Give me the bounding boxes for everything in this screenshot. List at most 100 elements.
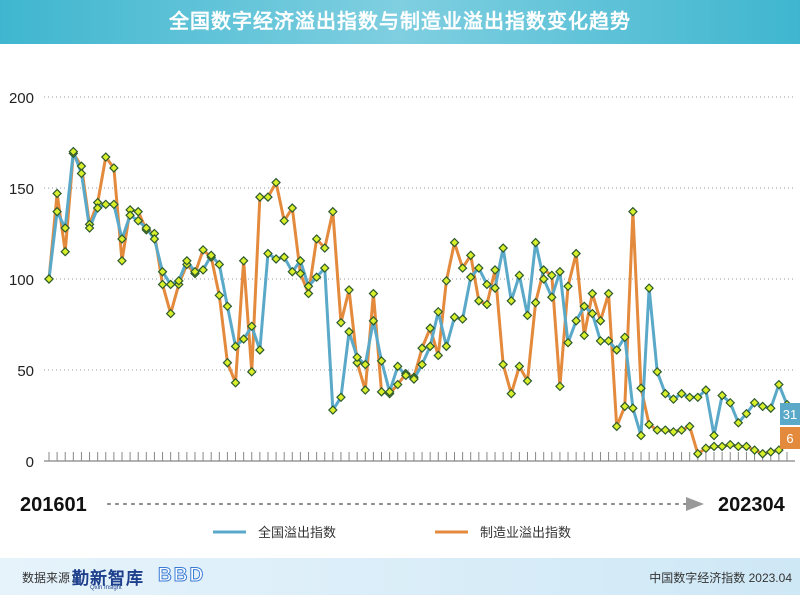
data-point-manufacturing <box>344 285 354 295</box>
data-point-national <box>676 388 687 399</box>
data-point-national <box>473 263 484 273</box>
data-point-national <box>392 361 403 372</box>
data-point-national <box>514 270 525 281</box>
data-point-manufacturing <box>336 317 346 328</box>
data-point-manufacturing <box>709 441 719 452</box>
legend-label-manufacturing: 制造业溢出指数 <box>480 525 571 540</box>
data-point-national <box>506 295 517 306</box>
data-point-national <box>636 430 646 441</box>
data-point-manufacturing <box>692 448 703 459</box>
data-point-national <box>652 366 663 377</box>
data-point-manufacturing <box>100 152 111 162</box>
data-point-national <box>198 265 208 275</box>
data-point-national <box>465 272 476 283</box>
data-point-national <box>765 403 776 414</box>
data-point-national <box>360 359 371 370</box>
data-point-manufacturing <box>660 425 671 435</box>
data-point-manufacturing <box>652 425 663 435</box>
data-point-national <box>255 345 265 355</box>
data-point-national <box>433 306 444 317</box>
data-point-national <box>417 359 427 370</box>
data-point-national <box>603 336 614 346</box>
data-point-national <box>490 283 500 293</box>
data-point-national <box>271 254 281 264</box>
data-point-national <box>311 272 322 283</box>
data-point-national <box>149 234 160 244</box>
timeline-arrow-icon <box>686 497 704 511</box>
data-point-manufacturing <box>765 447 776 457</box>
data-point-manufacturing <box>222 357 233 368</box>
data-point-manufacturing <box>498 359 509 370</box>
data-point-national <box>92 203 103 213</box>
data-point-national <box>376 356 387 366</box>
data-point-manufacturing <box>676 425 687 435</box>
data-point-national <box>684 392 695 403</box>
data-point-national <box>182 255 192 266</box>
timeline-start-label: 201601 <box>20 494 87 516</box>
data-point-national <box>238 334 249 344</box>
y-tick-label: 150 <box>9 181 34 198</box>
data-point-national <box>246 321 257 332</box>
end-label-national: 31 <box>783 407 797 422</box>
brand-logo-subtext: Qxin Insight <box>90 585 122 591</box>
data-point-manufacturing <box>165 308 176 319</box>
data-point-national <box>327 405 338 415</box>
data-point-manufacturing <box>749 445 760 455</box>
legend: 全国溢出指数 制造业溢出指数 <box>213 525 571 540</box>
data-point-national <box>717 390 727 401</box>
data-point-manufacturing <box>473 295 484 306</box>
data-point-national <box>303 281 314 292</box>
data-point-national <box>757 401 768 412</box>
data-point-manufacturing <box>733 441 744 452</box>
series-line-national <box>47 150 789 438</box>
data-point-national <box>733 417 744 428</box>
data-point-national <box>449 312 460 323</box>
data-source-label: 数据来源： <box>22 571 83 585</box>
data-point-national <box>76 168 87 179</box>
data-point-manufacturing <box>741 441 752 452</box>
chart-title: 全国数字经济溢出指数与制造业溢出指数变化趋势 <box>169 11 631 33</box>
data-point-national <box>295 255 306 266</box>
data-point-national <box>287 266 298 277</box>
data-point-manufacturing <box>725 439 736 450</box>
end-label-manufacturing: 6 <box>786 431 793 446</box>
end-label-national-background <box>780 403 800 425</box>
data-point-national <box>692 392 703 403</box>
data-point-manufacturing <box>368 288 379 299</box>
data-point-national <box>344 326 354 337</box>
data-point-national <box>668 394 679 404</box>
data-point-manufacturing <box>376 386 387 397</box>
data-point-national <box>100 199 111 210</box>
y-tick-label: 100 <box>9 272 34 289</box>
data-point-national <box>522 310 533 321</box>
data-point-national <box>214 259 225 270</box>
data-point-manufacturing <box>587 288 598 299</box>
data-point-manufacturing <box>255 192 265 202</box>
data-point-national <box>117 234 127 244</box>
data-point-national <box>165 279 176 290</box>
data-point-national <box>109 199 119 210</box>
data-point-national <box>774 379 784 390</box>
data-point-national <box>538 274 549 284</box>
data-point-national <box>498 243 509 253</box>
data-point-manufacturing <box>352 357 363 368</box>
data-point-national <box>579 301 590 312</box>
data-point-national <box>709 430 719 441</box>
data-point-manufacturing <box>717 441 727 452</box>
data-point-manufacturing <box>303 288 314 299</box>
timeline-end-label: 202304 <box>718 494 786 516</box>
data-point-manufacturing <box>425 323 436 333</box>
data-point-national <box>611 345 622 355</box>
data-point-manufacturing <box>157 279 168 290</box>
y-tick-label: 50 <box>17 363 34 380</box>
data-point-manufacturing <box>457 263 468 273</box>
data-point-manufacturing <box>263 192 273 202</box>
y-axis: 0 50 100 150 200 <box>9 90 34 471</box>
data-point-manufacturing <box>522 376 533 386</box>
data-point-national <box>52 206 62 217</box>
data-point-national <box>125 210 135 221</box>
data-point-manufacturing <box>619 401 630 412</box>
data-point-manufacturing <box>238 255 249 266</box>
data-point-national <box>230 341 241 352</box>
data-point-manufacturing <box>636 383 646 394</box>
